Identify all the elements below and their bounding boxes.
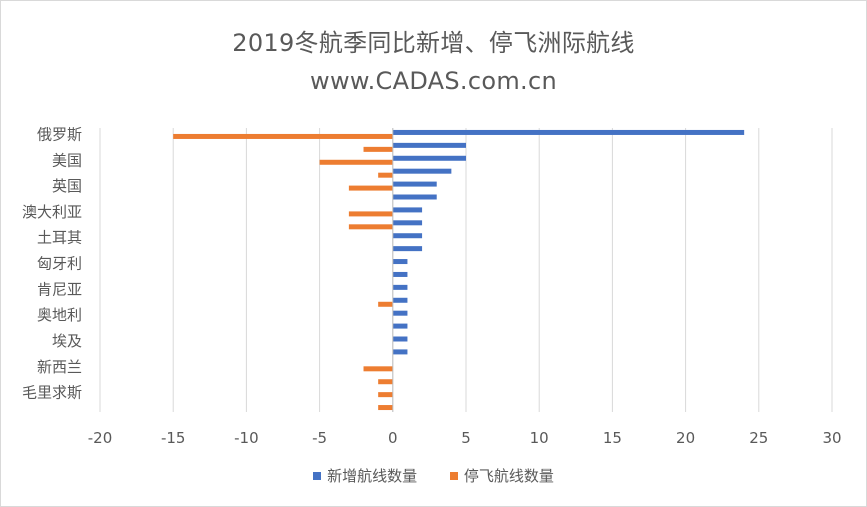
- bar-suspended: [363, 366, 393, 372]
- legend-label-added: 新增航线数量: [327, 467, 418, 485]
- category-label: 澳大利亚: [22, 203, 82, 221]
- x-tick-label: 10: [530, 429, 549, 447]
- x-tick-label: 25: [749, 429, 768, 447]
- legend-item-added: 新增航线数量: [313, 465, 417, 486]
- category-label: 肯尼亚: [37, 280, 82, 298]
- legend-item-suspended: 停飞航线数量: [449, 465, 554, 486]
- category-label: 毛里求斯: [22, 384, 82, 402]
- chart-title: 2019冬航季同比新增、停飞洲际航线: [232, 29, 635, 57]
- x-tick-label: 5: [461, 429, 471, 447]
- category-label: 美国: [52, 151, 82, 169]
- legend-label-suspended: 停飞航线数量: [463, 467, 554, 485]
- bar-added: [392, 297, 408, 303]
- legend: 新增航线数量 停飞航线数量: [1, 465, 866, 486]
- bar-added: [392, 129, 745, 135]
- bar-suspended: [378, 301, 393, 307]
- bar-added: [392, 336, 408, 342]
- bar-suspended: [378, 392, 393, 398]
- bar-suspended: [378, 405, 393, 411]
- bar-added: [392, 194, 437, 200]
- bar-added: [392, 349, 408, 355]
- category-label: 匈牙利: [37, 255, 82, 273]
- bar-added: [392, 246, 423, 252]
- x-tick-label: -15: [161, 429, 186, 447]
- x-tick-label: 15: [603, 429, 622, 447]
- category-label: 英国: [52, 177, 82, 195]
- x-tick-label: 30: [822, 429, 841, 447]
- bar-suspended: [378, 379, 393, 385]
- bar-added: [392, 155, 466, 161]
- bar-suspended: [348, 224, 393, 230]
- bar-added: [392, 168, 452, 174]
- category-label: 新西兰: [37, 358, 82, 376]
- chart-subtitle: www.CADAS.com.cn: [310, 67, 557, 95]
- x-tick-label: -5: [312, 429, 327, 447]
- bar-added: [392, 323, 408, 329]
- bar-suspended: [348, 185, 393, 191]
- x-tick-label: -10: [234, 429, 259, 447]
- bar-added: [392, 233, 423, 239]
- bar-added: [392, 310, 408, 316]
- bar-added: [392, 207, 423, 213]
- bar-added: [392, 142, 466, 148]
- x-tick-label: 0: [388, 429, 398, 447]
- bar-suspended: [348, 211, 393, 217]
- bar-added: [392, 284, 408, 290]
- category-label: 土耳其: [37, 229, 82, 247]
- x-tick-label: 20: [676, 429, 695, 447]
- bar-suspended: [319, 159, 393, 165]
- category-label: 埃及: [52, 332, 82, 350]
- bar-added: [392, 220, 423, 226]
- bar-suspended: [173, 133, 393, 139]
- category-label: 奥地利: [37, 306, 82, 324]
- bar-added: [392, 181, 437, 187]
- x-tick-label: -20: [88, 429, 113, 447]
- legend-swatch-added: [313, 471, 322, 480]
- legend-swatch-suspended: [449, 471, 458, 480]
- bar-added: [392, 271, 408, 277]
- category-label: 俄罗斯: [37, 125, 82, 143]
- bar-suspended: [378, 172, 393, 178]
- bar-suspended: [363, 146, 393, 152]
- bar-added: [392, 259, 408, 265]
